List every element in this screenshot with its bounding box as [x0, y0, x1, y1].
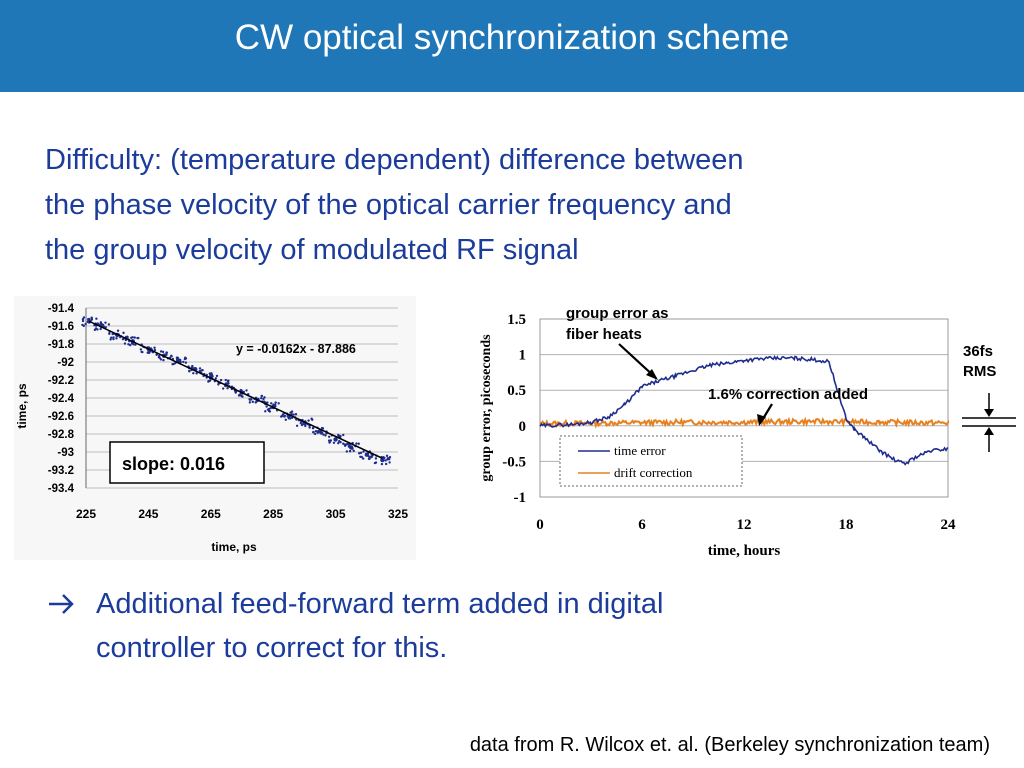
x-tick-label: 18: [839, 517, 854, 533]
slide-title: CW optical synchronization scheme: [234, 18, 790, 57]
y-tick-label: 1.5: [507, 312, 526, 328]
trendline: [88, 320, 383, 459]
x-tick-label: 225: [76, 507, 96, 521]
series-line-drift-correction: [539, 416, 949, 430]
annotation-rms: RMS: [963, 363, 996, 380]
y-tick-label: 0: [519, 419, 527, 435]
x-tick-label: 245: [138, 507, 158, 521]
series-line-time-error: [539, 354, 949, 466]
y-tick-label: -92.6: [48, 411, 74, 423]
slope-label: slope: 0.016: [122, 454, 225, 474]
trendline-equation: y = -0.0162x - 87.886: [236, 342, 356, 356]
x-axis-label: time, hours: [708, 543, 781, 559]
right-arrow-icon: [49, 594, 74, 614]
rms-band-marker: [962, 393, 1016, 452]
y-tick-label: -92.4: [48, 393, 75, 405]
annotation-36fs: 36fs: [963, 343, 993, 360]
group-error-chart: 1.5 1 0.5 0 -0.5 -1 0 6 12 18 24 time error drift…: [479, 305, 1016, 559]
x-tick-label: 285: [263, 507, 283, 521]
plot-frame: [539, 318, 949, 498]
conclusion-block: Additional feed-forward term added in di…: [45, 582, 663, 670]
annotation-arrowhead: [646, 369, 658, 380]
conclusion-line: Additional feed-forward term added in di…: [96, 588, 664, 620]
x-tick-label: 265: [201, 507, 221, 521]
scatter-chart: -91.4 -91.6 -91.8 -92 -92.2 -92.4 -92.6 -92.8 -9…: [14, 296, 416, 560]
y-axis-label: group error, picoseconds: [479, 334, 494, 482]
intro-paragraph: Difficulty: (temperature dependent) diff…: [45, 138, 1005, 273]
y-tick-label: -93: [57, 447, 74, 459]
y-tick-label: -0.5: [502, 454, 526, 470]
x-tick-label: 305: [326, 507, 346, 521]
y-tick-label: -91.4: [48, 303, 75, 315]
annotation-group-error: group error as: [566, 305, 669, 322]
point-cloud: [123, 335, 140, 347]
y-tick-label: -92: [57, 357, 74, 369]
x-tick-label: 24: [941, 517, 957, 533]
x-tick-label: 0: [536, 517, 544, 533]
slope-box: [109, 441, 265, 484]
point-cloud: [343, 441, 360, 453]
conclusion-line: controller to correct for this.: [96, 632, 448, 664]
legend-label-drift-correction: drift correction: [614, 465, 693, 480]
y-tick-label: -91.6: [48, 321, 74, 333]
y-tick-label: -92.8: [48, 429, 75, 441]
annotation-correction: 1.6% correction added: [708, 386, 868, 403]
intro-line: Difficulty: (temperature dependent) diff…: [45, 144, 744, 176]
y-tick-label: -93.2: [48, 465, 74, 477]
source-credit: data from R. Wilcox et. al. (Berkeley sy…: [469, 734, 990, 756]
x-tick-label: 325: [388, 507, 408, 521]
legend-label-time-error: time error: [614, 443, 666, 458]
legend-box: [559, 435, 743, 487]
x-tick-label: 12: [737, 517, 752, 533]
y-tick-label: 1: [519, 348, 527, 364]
point-cloud: [202, 372, 219, 383]
x-tick-label: 6: [638, 517, 646, 533]
title-bar: [0, 0, 1024, 92]
y-tick-label: -1: [514, 490, 527, 506]
annotation-fiber-heats: fiber heats: [566, 326, 642, 343]
legend: time error drift correction: [559, 435, 743, 487]
y-tick-label: -92.2: [48, 375, 74, 387]
intro-line: the group velocity of modulated RF signa…: [45, 234, 579, 266]
y-tick-label: -93.4: [48, 483, 75, 495]
chart-background: [14, 296, 416, 560]
y-tick-label: 0.5: [507, 383, 526, 399]
x-axis-label: time, ps: [211, 540, 257, 554]
annotation-arrowhead: [757, 414, 766, 426]
y-tick-label: -91.8: [48, 339, 75, 351]
intro-line: the phase velocity of the optical carrie…: [45, 189, 732, 221]
y-axis-label: time, ps: [15, 383, 29, 429]
